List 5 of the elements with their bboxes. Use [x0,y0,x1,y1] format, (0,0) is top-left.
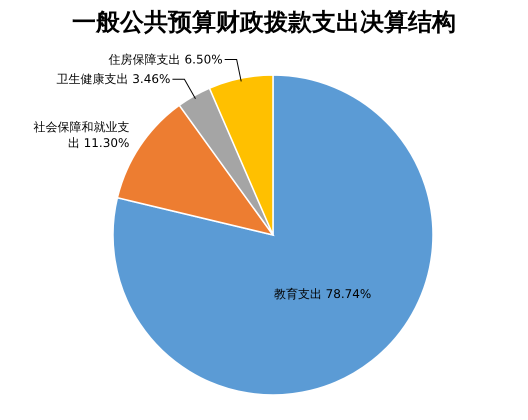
slice-label: 社会保障和就业支出 11.30% [33,120,130,150]
chart-title: 一般公共预算财政拨款支出决算结构 [72,8,456,36]
slice-label: 卫生健康支出 3.46% [56,72,170,86]
slice-label: 住房保障支出 6.50% [108,52,223,67]
slice-label: 教育支出 78.74% [274,286,372,301]
